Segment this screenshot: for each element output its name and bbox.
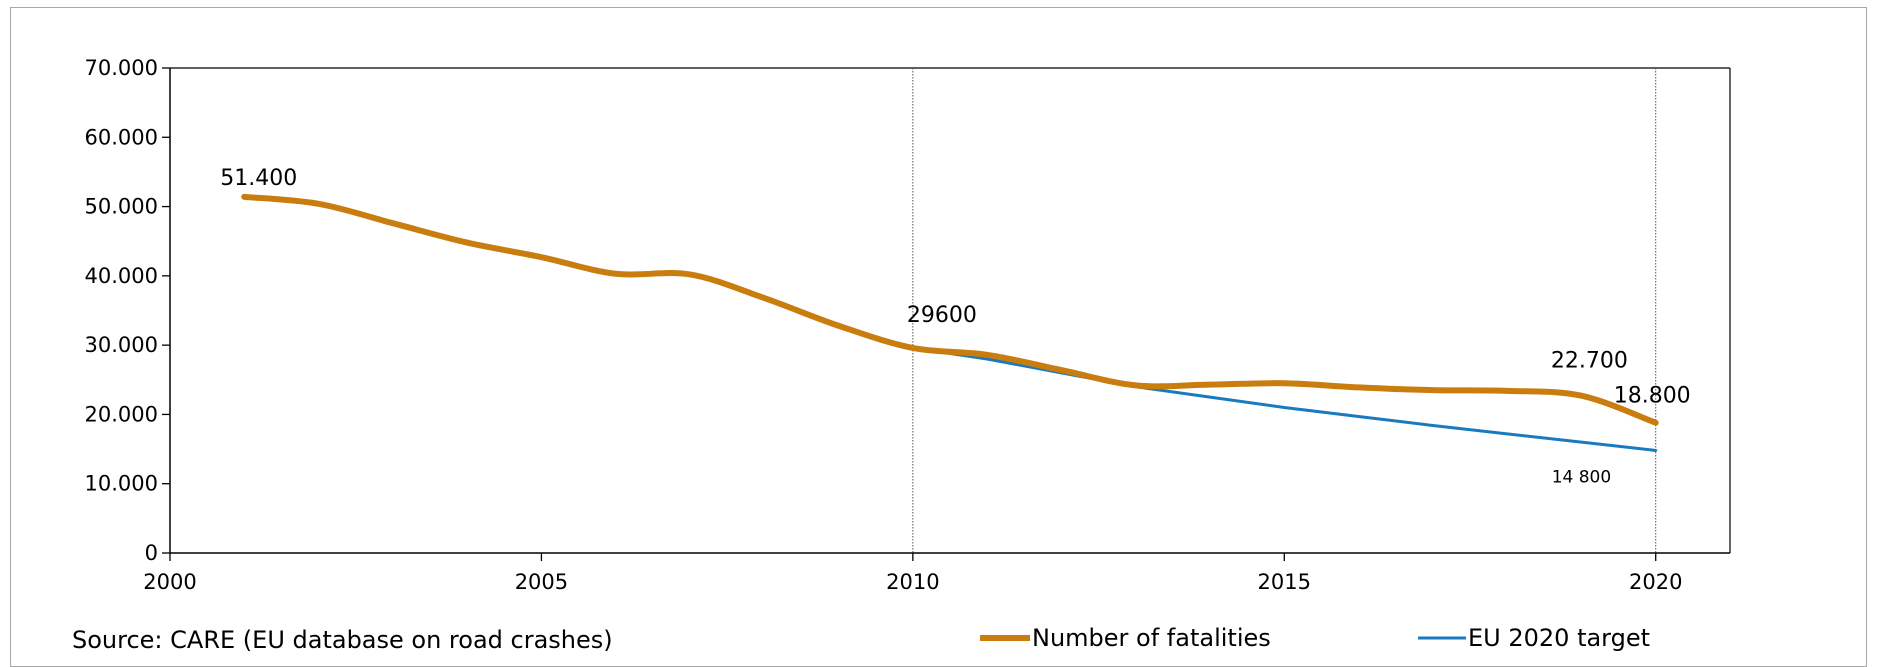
y-tick-label: 70.000 <box>85 56 158 80</box>
x-tick-label: 2015 <box>1258 570 1311 594</box>
source-note: Source: CARE (EU database on road crashe… <box>72 626 613 652</box>
footer: Source: CARE (EU database on road crashe… <box>72 624 1650 652</box>
data-label-0-2020: 18.800 <box>1614 384 1691 409</box>
x-tick-label: 2010 <box>886 570 939 594</box>
y-tick-label: 30.000 <box>85 333 158 357</box>
legend-label-target: EU 2020 target <box>1468 624 1650 652</box>
y-tick-label: 50.000 <box>85 195 158 219</box>
fatalities-chart: 0 10.000 20.000 30.000 40.000 50.000 60.000 70.… <box>0 0 1877 652</box>
data-label-0-2010: 29600 <box>907 303 977 328</box>
data-labels: 51.400 29600 22.700 18.800 14 800 <box>220 166 1690 488</box>
y-tick-label: 60.000 <box>85 125 158 149</box>
data-label-0-2001: 51.400 <box>220 166 297 191</box>
y-tick-label: 10.000 <box>85 472 158 496</box>
x-tick-label: 2020 <box>1629 570 1682 594</box>
data-label-1-2020: 14 800 <box>1552 467 1611 487</box>
x-tick-label: 2000 <box>143 570 196 594</box>
y-tick-label: 40.000 <box>85 264 158 288</box>
legend: Number of fatalities EU 2020 target <box>980 624 1650 652</box>
y-tick-label: 0 <box>145 541 158 565</box>
legend-label-fatalities: Number of fatalities <box>1032 624 1271 652</box>
data-label-0-2019: 22.700 <box>1551 349 1628 374</box>
y-tick-label: 20.000 <box>85 402 158 426</box>
reference-lines <box>913 68 1656 553</box>
x-tick-label: 2005 <box>515 570 568 594</box>
